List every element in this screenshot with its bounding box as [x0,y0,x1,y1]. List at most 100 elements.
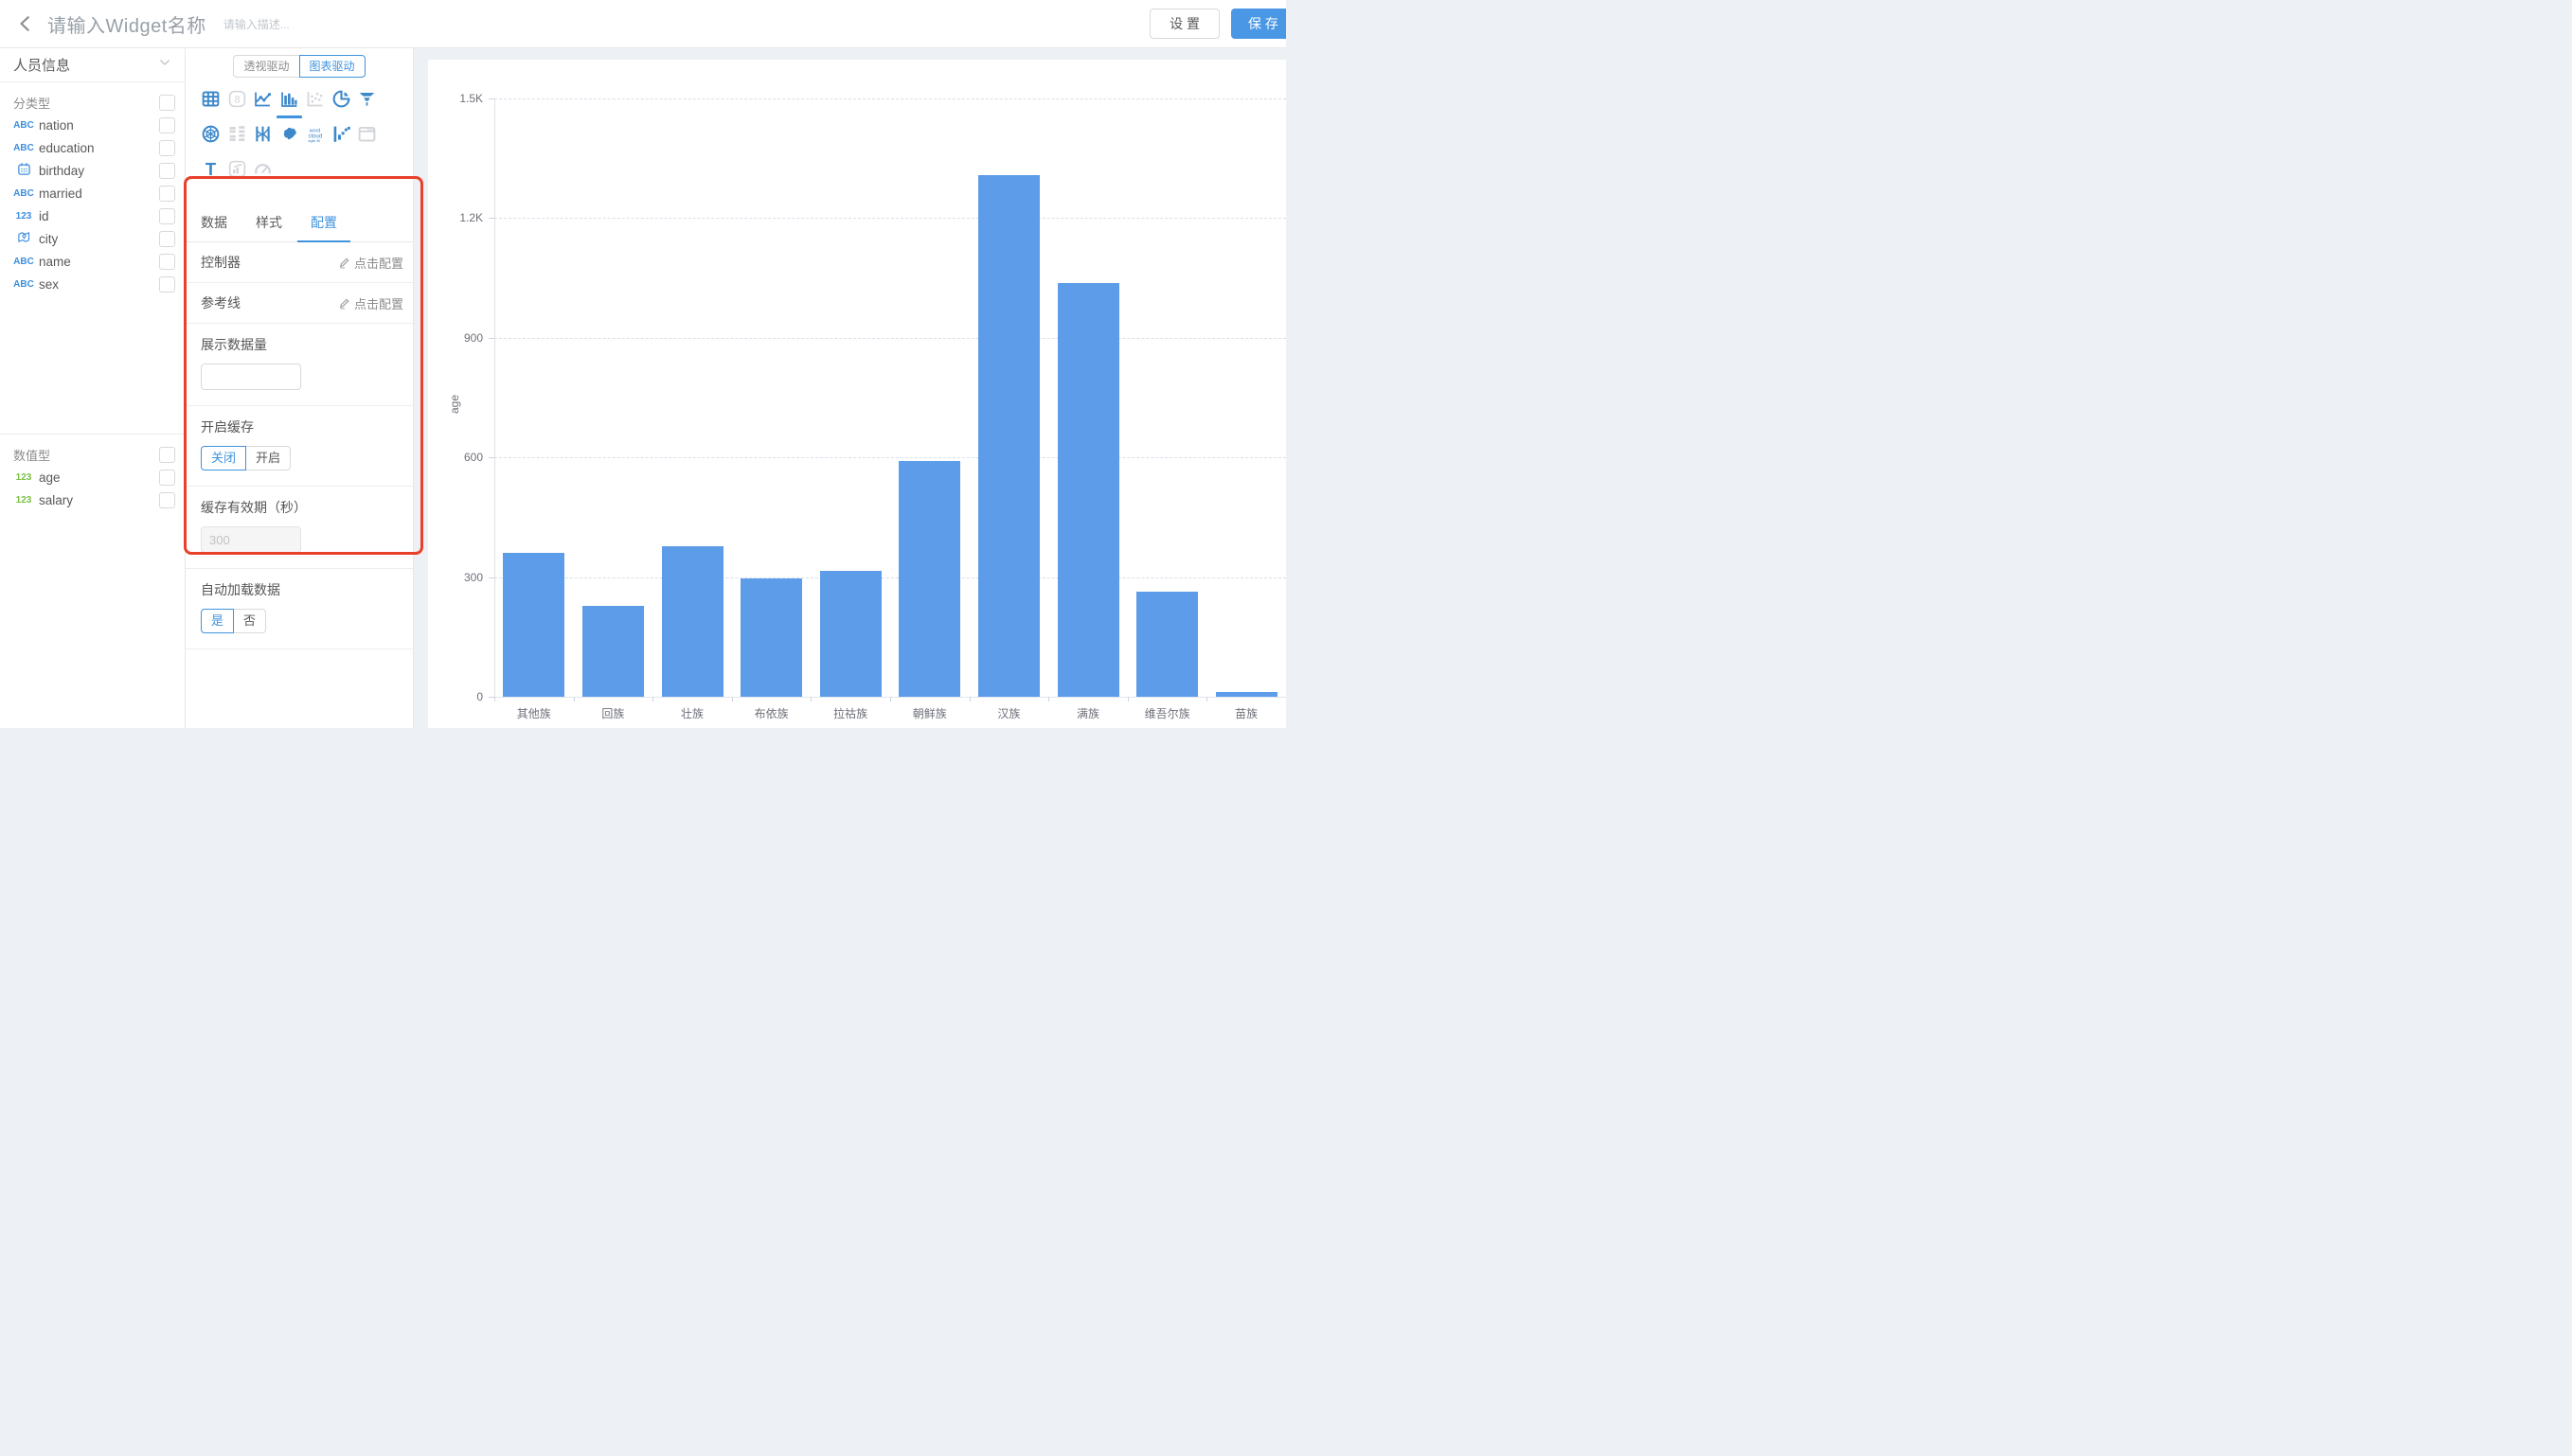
pencil-icon [338,297,350,310]
x-tick-label: 布依族 [732,705,812,721]
cache-ttl-input[interactable] [201,526,301,553]
tab-样式[interactable]: 样式 [242,204,295,242]
field-checkbox[interactable] [159,492,175,508]
bar-汉族[interactable] [978,175,1040,697]
reference-line-label: 参考线 [201,293,241,312]
widget-desc-input[interactable]: 请输入描述... [223,16,290,32]
bar-苗族[interactable] [1216,692,1277,697]
save-button[interactable]: 保 存 [1231,9,1286,39]
chart-type-text[interactable]: T [198,159,224,194]
field-item-married[interactable]: ABCmarried [0,182,185,204]
gridline-600 [494,457,1286,458]
chart-type-table[interactable] [198,89,224,124]
chart-type-radar[interactable] [198,124,224,159]
chart-type-scatter-plot[interactable] [302,89,329,124]
field-item-id[interactable]: 123id [0,204,185,227]
mode-toggle-pivot-driven[interactable]: 透视驱动 [233,55,299,78]
chart-type-line-chart[interactable] [250,89,277,124]
chart-type-bar-chart[interactable] [277,89,303,124]
field-checkbox[interactable] [159,140,175,156]
config-tab-content: 控制器 点击配置 参考线 点击配置 展示数据量 开启缓存 关闭开启 [186,242,413,649]
mode-toggle-chart-driven[interactable]: 图表驱动 [299,55,366,78]
field-checkbox[interactable] [159,208,175,224]
chart-type-parallel[interactable] [250,124,277,159]
option-开启[interactable]: 开启 [245,446,291,471]
field-item-city[interactable]: city [0,227,185,250]
x-axis-tick [1206,697,1207,701]
gauge-icon [253,159,273,184]
section-checkbox[interactable] [159,95,175,111]
option-否[interactable]: 否 [233,609,266,633]
chart-type-kpi-card[interactable]: 8 [224,89,251,124]
reference-line-link-text: 点击配置 [354,294,403,312]
combo-chart-icon [227,159,247,184]
option-关闭[interactable]: 关闭 [201,446,246,471]
y-tick-label: 300 [439,571,483,584]
autoload-label: 自动加载数据 [201,582,280,597]
x-axis-tick [652,697,653,701]
x-tick-label: 其他族 [494,705,574,721]
string-field-icon: ABC [11,257,36,267]
chart-type-funnel[interactable] [354,89,381,124]
x-tick-label: 维吾尔族 [1128,705,1207,721]
field-item-nation[interactable]: ABCnation [0,114,185,136]
field-checkbox[interactable] [159,163,175,179]
chart-type-pie-chart[interactable] [329,89,355,124]
display-count-input[interactable] [201,364,301,390]
word-cloud-icon: wordcloudagile Bi [305,124,325,149]
y-axis-title: age [448,395,461,414]
field-item-sex[interactable]: ABCsex [0,273,185,295]
field-checkbox[interactable] [159,186,175,202]
geo-field-icon [11,230,36,247]
field-checkbox[interactable] [159,276,175,293]
field-item-birthday[interactable]: birthday [0,159,185,182]
field-name: age [39,471,61,485]
chart-type-iframe[interactable] [354,124,381,159]
bar-回族[interactable] [582,606,644,697]
cache-section: 开启缓存 关闭开启 [186,406,413,487]
cache-ttl-label: 缓存有效期（秒） [201,500,307,515]
bar-其他族[interactable] [503,553,564,697]
chart-type-china-map[interactable] [277,124,303,159]
string-field-icon: ABC [11,120,36,131]
bar-拉祜族[interactable] [820,571,882,697]
option-是[interactable]: 是 [201,609,234,633]
x-axis-tick [574,697,575,701]
reference-line-row: 参考线 点击配置 [186,283,413,324]
parallel-icon [253,124,273,149]
selected-chart-underline [277,115,302,118]
tab-配置[interactable]: 配置 [297,204,350,242]
chart-type-combo-chart[interactable] [224,159,251,194]
settings-button[interactable]: 设 置 [1150,9,1220,39]
funnel-icon [357,89,377,114]
chart-type-gauge[interactable] [250,159,277,194]
tab-数据[interactable]: 数据 [188,204,241,242]
reference-line-configure-link[interactable]: 点击配置 [338,294,403,312]
widget-name-input[interactable]: 请输入Widget名称 [47,10,206,38]
field-item-age[interactable]: 123age [0,466,185,488]
bar-布依族[interactable] [741,578,802,697]
field-item-salary[interactable]: 123salary [0,488,185,511]
back-button[interactable] [15,13,36,34]
cache-label: 开启缓存 [201,419,254,435]
section-checkbox[interactable] [159,447,175,463]
field-checkbox[interactable] [159,470,175,486]
bar-满族[interactable] [1058,283,1119,697]
controller-configure-link[interactable]: 点击配置 [338,254,403,272]
chart-type-waterfall[interactable] [329,124,355,159]
x-axis-tick [811,697,812,701]
bar-维吾尔族[interactable] [1136,592,1198,697]
x-axis-tick [732,697,733,701]
bar-朝鲜族[interactable] [899,461,960,697]
field-name: id [39,209,49,223]
chart-type-word-cloud[interactable]: wordcloudagile Bi [302,124,329,159]
field-checkbox[interactable] [159,254,175,270]
field-checkbox[interactable] [159,231,175,247]
chart-type-sankey[interactable] [224,124,251,159]
dataset-selector[interactable]: 人员信息 [0,47,185,82]
field-item-education[interactable]: ABCeducation [0,136,185,159]
field-checkbox[interactable] [159,117,175,133]
field-item-name[interactable]: ABCname [0,250,185,273]
bar-壮族[interactable] [662,546,723,697]
mode-toggle: 透视驱动图表驱动 [186,55,413,78]
